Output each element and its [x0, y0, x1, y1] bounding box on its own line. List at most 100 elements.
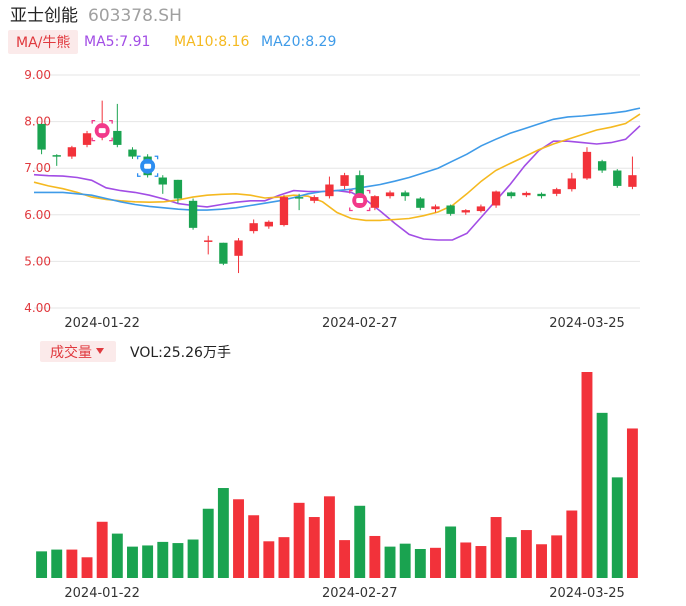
volume-bar [520, 530, 532, 578]
candle-body [173, 179, 183, 199]
volume-bar [399, 543, 411, 578]
ma20-line [34, 107, 641, 211]
volume-bar [414, 548, 426, 578]
candle [340, 172, 349, 190]
volume-bar [430, 547, 441, 578]
y-tick-label: 5.00 [24, 254, 51, 268]
candle-body [37, 123, 46, 150]
volume-bar [308, 517, 320, 578]
volume-bar [445, 526, 457, 578]
badge-frame [91, 119, 113, 142]
volume-bar [96, 521, 108, 578]
volume-bar [142, 545, 154, 578]
volume-bar [460, 542, 472, 578]
volume-bar [248, 515, 260, 578]
candle [158, 175, 167, 194]
volume-bar [233, 499, 244, 578]
volume-bar [536, 544, 547, 578]
volume-bar [323, 496, 335, 578]
candle-body [370, 196, 380, 208]
ma-tag-label[interactable]: MA/牛熊 [16, 35, 70, 51]
candle [82, 130, 92, 148]
badge-frame [349, 189, 371, 212]
candle-body [567, 178, 576, 190]
volume-bar [475, 546, 487, 578]
candle [567, 172, 576, 192]
candle-body [461, 210, 470, 213]
candle-body [628, 175, 637, 187]
candle-body [67, 147, 77, 157]
ma-tag-background[interactable] [8, 30, 78, 54]
candle [476, 204, 486, 213]
candle-body [234, 240, 243, 256]
volume-bar [202, 508, 214, 578]
triangle-down-icon[interactable] [96, 348, 104, 354]
candle [264, 220, 273, 229]
candle [385, 190, 395, 199]
candle [173, 179, 183, 204]
candle [67, 145, 77, 159]
badge-glyph [98, 128, 106, 134]
candle-body [491, 191, 501, 206]
volume-bar [263, 541, 275, 578]
bull-badge-icon[interactable] [91, 119, 113, 142]
volume-tag-background[interactable] [40, 341, 116, 362]
volume-bar [339, 540, 351, 578]
volume-bar [505, 537, 517, 578]
candle [552, 187, 561, 197]
candle-body [537, 193, 546, 197]
volume-bar [51, 549, 63, 578]
candle [613, 169, 622, 188]
candle [416, 197, 425, 211]
candle-body [507, 192, 516, 197]
bull-badge-icon[interactable] [349, 189, 371, 212]
volume-bar [278, 537, 290, 578]
volume-x-axis: 2024-01-22 2024-02-27 2024-03-25 [64, 586, 624, 601]
volume-bar [369, 535, 381, 578]
candle-body [416, 198, 425, 208]
candle [401, 190, 410, 201]
volume-bar [293, 502, 305, 578]
volume-bar [384, 546, 396, 578]
price-y-axis: 9.008.007.006.005.004.00 [24, 68, 51, 315]
x-tick-label: 2024-02-27 [322, 316, 398, 331]
volume-bar [626, 428, 638, 578]
candle [128, 147, 137, 159]
bear-badge-icon[interactable] [136, 155, 159, 177]
volume-tag-label[interactable]: 成交量 [50, 344, 92, 361]
candle [507, 191, 516, 199]
candle-body [204, 240, 213, 242]
candle [310, 195, 319, 204]
volume-bar [81, 557, 93, 578]
volume-bar [66, 549, 78, 578]
candle [370, 195, 380, 211]
candle-body [279, 197, 289, 226]
y-tick-label: 4.00 [24, 301, 51, 315]
candle-body [446, 205, 455, 214]
candle [537, 192, 546, 199]
ma5-line [33, 125, 641, 241]
stock-name: 亚士创能 [10, 6, 78, 26]
candle [219, 242, 228, 266]
bull-bear-markers [91, 119, 371, 212]
candle [37, 123, 46, 155]
volume-bar [127, 546, 138, 578]
candle-body [310, 197, 319, 201]
candle-body [385, 192, 395, 197]
badge-glyph [144, 163, 152, 169]
volume-bar [551, 535, 563, 578]
badge-glyph [356, 198, 364, 204]
candle-body [128, 149, 137, 157]
x-tick-label: 2024-01-22 [64, 586, 140, 601]
candle-body [113, 130, 122, 145]
x-tick-label: 2024-01-22 [64, 316, 140, 331]
candle-body [340, 175, 349, 186]
candlestick-series [37, 100, 637, 274]
price-grid [34, 74, 640, 309]
candle-body [476, 206, 486, 212]
candle-body [294, 197, 304, 199]
volume-bar [611, 477, 623, 578]
volume-bar [111, 533, 123, 578]
volume-bar [217, 488, 229, 578]
